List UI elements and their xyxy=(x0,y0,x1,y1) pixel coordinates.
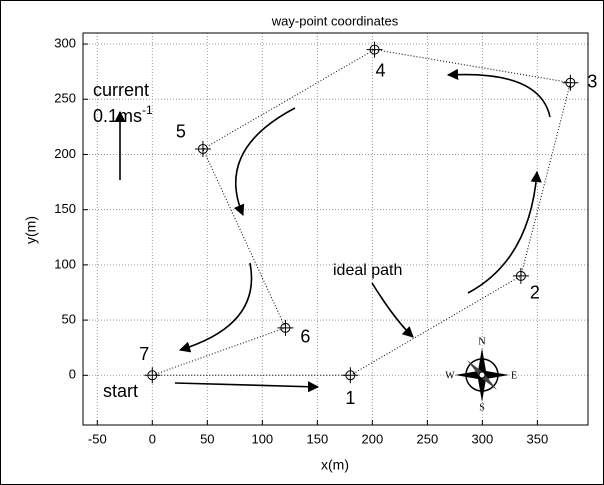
speed: 0.1ms xyxy=(93,106,142,126)
arrow xyxy=(446,68,551,118)
waypoint xyxy=(562,74,579,91)
arrow xyxy=(233,107,296,217)
x-tick-label: 150 xyxy=(306,431,328,446)
x-tick-label: 100 xyxy=(251,431,273,446)
waypoint xyxy=(194,140,211,157)
y-axis-label: y(m) xyxy=(23,216,39,244)
waypoint xyxy=(512,267,529,284)
waypoint-cross xyxy=(194,140,211,157)
waypoint-label: 2 xyxy=(530,283,540,303)
waypoint-label: 6 xyxy=(300,327,310,347)
x-tick-label: 300 xyxy=(472,431,494,446)
compass-e: E xyxy=(511,370,517,381)
waypoint-label: 4 xyxy=(376,60,386,80)
speed-exponent: -1 xyxy=(142,103,153,117)
x-tick-label: 50 xyxy=(200,431,214,446)
y-tick-label: 150 xyxy=(54,201,76,216)
ideal-path-label: ideal path xyxy=(333,262,402,279)
x-tick-label: 0 xyxy=(149,431,156,446)
x-tick-label: 200 xyxy=(362,431,384,446)
x-tick-label: -50 xyxy=(88,431,107,446)
compass-s: S xyxy=(479,402,485,413)
compass-w: W xyxy=(445,370,455,381)
arrow xyxy=(371,282,414,338)
arrow xyxy=(174,381,320,393)
start-label: start xyxy=(103,381,138,401)
waypoint-label: 7 xyxy=(139,344,149,364)
arrow xyxy=(178,262,253,353)
waypoint xyxy=(366,41,383,58)
waypoint-cross xyxy=(144,367,161,384)
waypoint-label: 3 xyxy=(587,71,597,91)
y-tick-label: 300 xyxy=(54,35,76,50)
waypoint xyxy=(277,319,294,336)
x-tick-label: 350 xyxy=(527,431,549,446)
waypoint-label: 1 xyxy=(345,388,355,408)
y-tick-label: 0 xyxy=(69,367,76,382)
current-label: current xyxy=(93,80,149,100)
y-tick-label: 200 xyxy=(54,146,76,161)
y-tick-label: 100 xyxy=(54,256,76,271)
x-axis-label: x(m) xyxy=(321,457,349,473)
chart-title: way-point coordinates xyxy=(271,13,399,28)
compass: N S W E xyxy=(445,336,517,413)
y-tick-label: 50 xyxy=(62,312,76,327)
waypoint-cross xyxy=(512,267,529,284)
waypoint xyxy=(342,367,359,384)
waypoint-cross xyxy=(562,74,579,91)
plot-frame xyxy=(82,32,589,426)
waypoint-cross xyxy=(366,41,383,58)
x-tick-label: 250 xyxy=(417,431,439,446)
waypoint-cross xyxy=(277,319,294,336)
y-tick-label: 250 xyxy=(54,91,76,106)
compass-n: N xyxy=(478,336,485,347)
arrow xyxy=(467,170,542,294)
waypoint-label: 5 xyxy=(176,122,186,142)
waypoint xyxy=(144,367,161,384)
waypoint-cross xyxy=(342,367,359,384)
